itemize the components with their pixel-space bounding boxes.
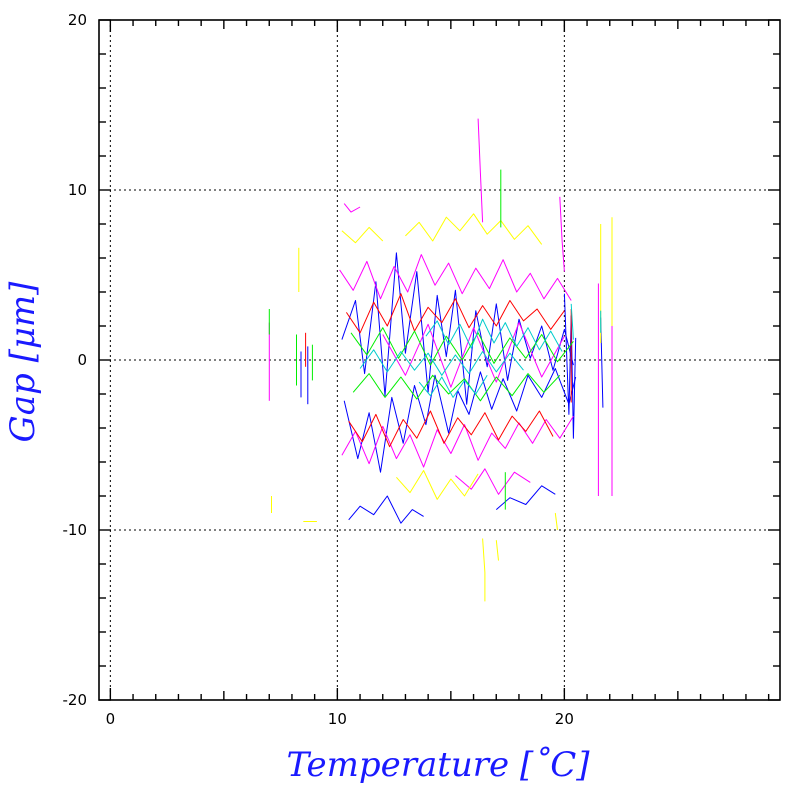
series-line: [554, 512, 558, 531]
series-line: [343, 203, 361, 213]
series-line: [382, 322, 565, 388]
series-line: [405, 213, 543, 245]
series-line: [425, 318, 563, 352]
series-line: [348, 495, 424, 524]
series-group: [359, 303, 602, 398]
series-line: [477, 118, 484, 223]
tick-labels: 0 10 20 -20 -10 0 10 20: [63, 11, 574, 728]
y-tick-label: -20: [63, 691, 88, 709]
series-line: [341, 415, 574, 468]
x-axis-title: Temperature [˚C]: [286, 745, 590, 785]
y-axis-title: Gap [μm]: [3, 281, 43, 443]
series-line: [348, 410, 554, 448]
series-line: [359, 349, 524, 376]
series-group: [305, 293, 572, 448]
x-tick-label: 0: [106, 710, 116, 728]
series-line: [345, 293, 565, 334]
plot-frame: [98, 19, 781, 701]
y-tick-label: 0: [77, 351, 87, 369]
series-line: [341, 226, 384, 244]
axis-ticks: [99, 19, 780, 701]
series-line: [339, 254, 572, 301]
series-line: [396, 470, 479, 500]
series-group: [268, 169, 574, 510]
data-series: [268, 118, 613, 602]
series-line: [482, 538, 486, 602]
series-line: [495, 540, 499, 561]
series-line: [559, 196, 565, 272]
x-tick-label: 10: [328, 710, 347, 728]
y-tick-label: 20: [68, 11, 87, 29]
series-line: [350, 327, 574, 366]
y-tick-label: -10: [63, 521, 88, 539]
series-line: [418, 375, 488, 398]
series-line: [341, 252, 574, 405]
x-tick-label: 20: [555, 710, 574, 728]
series-line: [455, 468, 531, 495]
series-line: [352, 373, 561, 402]
y-tick-label: 10: [68, 181, 87, 199]
series-line: [570, 303, 574, 340]
